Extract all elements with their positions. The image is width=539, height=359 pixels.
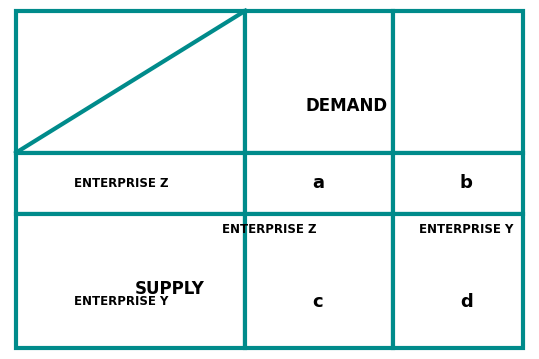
Text: ENTERPRISE Y: ENTERPRISE Y	[74, 295, 169, 308]
Bar	[16, 11, 245, 153]
Text: PARRA: PARRA	[244, 193, 338, 216]
Text: a: a	[312, 174, 324, 192]
Text: c: c	[313, 293, 323, 311]
Text: d: d	[460, 293, 473, 311]
Bar	[245, 11, 393, 153]
Text: JAVIER: JAVIER	[245, 153, 337, 177]
Text: ENTERPRISE Y: ENTERPRISE Y	[419, 223, 514, 236]
Bar	[16, 214, 245, 348]
Text: ENTERPRISE Z: ENTERPRISE Z	[74, 177, 169, 190]
Text: ENTERPRISE Z: ENTERPRISE Z	[222, 223, 317, 236]
Text: economist: economist	[259, 230, 323, 243]
Text: b: b	[460, 174, 473, 192]
Text: SUPPLY: SUPPLY	[135, 280, 205, 298]
Bar	[16, 153, 245, 214]
Bar	[393, 214, 523, 348]
Bar	[245, 153, 393, 214]
Bar	[393, 11, 523, 153]
Bar	[245, 214, 393, 348]
Text: DEMAND: DEMAND	[306, 97, 388, 115]
Bar	[393, 153, 523, 214]
